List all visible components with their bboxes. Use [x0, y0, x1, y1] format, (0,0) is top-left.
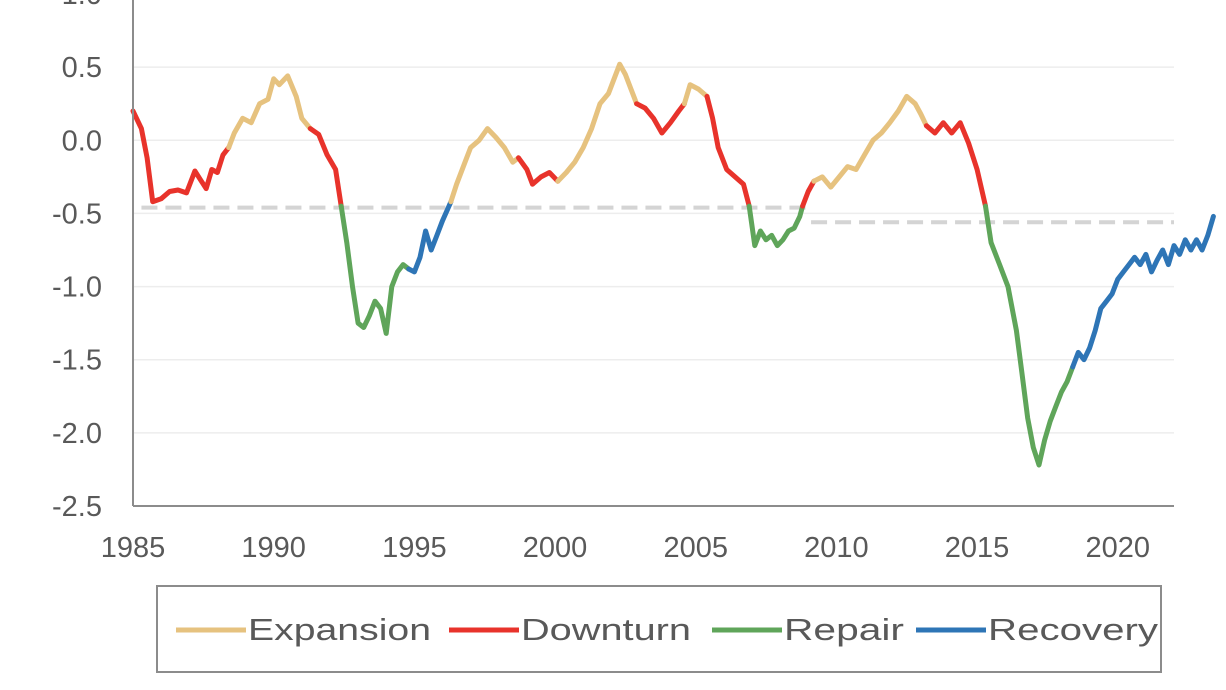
x-tick-label: 2015: [945, 532, 1010, 564]
legend-label-expansion: Expansion: [248, 612, 431, 647]
y-tick-label: -2.0: [52, 418, 102, 450]
y-tick-label: -1.0: [52, 272, 102, 304]
segment-downturn-8: [634, 101, 687, 136]
segment-downturn-14: [923, 120, 988, 209]
legend-item-expansion: Expansion: [176, 612, 431, 647]
segment-expansion-7: [555, 61, 640, 184]
y-tick-label: 0.0: [62, 125, 102, 157]
segment-repair-3: [338, 203, 412, 336]
segment-expansion-9: [681, 82, 710, 107]
segment-downturn-6: [516, 155, 561, 187]
segment-downturn-10: [704, 93, 752, 209]
legend-label-recovery: Recovery: [988, 612, 1159, 647]
legend-box: [156, 585, 1162, 673]
x-tick-label: 2000: [523, 532, 588, 564]
x-tick-label: 2020: [1085, 532, 1150, 564]
grid-lines: [133, 66, 1174, 434]
segment-repair-15: [983, 203, 1076, 468]
segment-expansion-5: [448, 126, 521, 205]
segment-downturn-12: [800, 178, 817, 209]
segment-recovery-4: [406, 199, 454, 275]
segment-expansion-13: [811, 93, 929, 190]
segment-recovery-16: [1070, 213, 1216, 370]
x-tick-label: 1990: [241, 532, 306, 564]
legend-label-repair: Repair: [784, 612, 904, 647]
x-tick-label: 1985: [101, 532, 166, 564]
legend-item-recovery: Recovery: [916, 612, 1159, 647]
legend-item-downturn: Downturn: [449, 612, 691, 647]
x-tick-label: 1995: [382, 532, 447, 564]
y-tick-label: 1.0: [62, 0, 102, 11]
segment-repair-11: [746, 203, 806, 249]
y-tick-label: -2.5: [52, 491, 102, 523]
series-lines: [130, 61, 1216, 468]
segment-expansion-1: [226, 73, 313, 151]
segment-downturn-0: [130, 108, 232, 205]
y-tick-label: -1.5: [52, 345, 102, 377]
segment-downturn-2: [307, 126, 344, 209]
y-tick-labels: 1.0 0.5 0.0 -0.5 -1.0 -1.5 -2.0 -2.5: [52, 0, 102, 523]
legend-item-repair: Repair: [712, 612, 904, 647]
threshold-lines: [141, 205, 1174, 225]
x-tick-labels: 1985 1990 1995 2000 2005 2010 2015 2020: [101, 532, 1150, 564]
x-tick-label: 2005: [663, 532, 728, 564]
legend: Expansion Downturn Repair Recovery: [156, 585, 1162, 673]
y-tick-label: -0.5: [52, 198, 102, 230]
y-tick-label: 0.5: [62, 52, 102, 84]
legend-label-downturn: Downturn: [521, 612, 691, 647]
x-tick-label: 2010: [804, 532, 869, 564]
